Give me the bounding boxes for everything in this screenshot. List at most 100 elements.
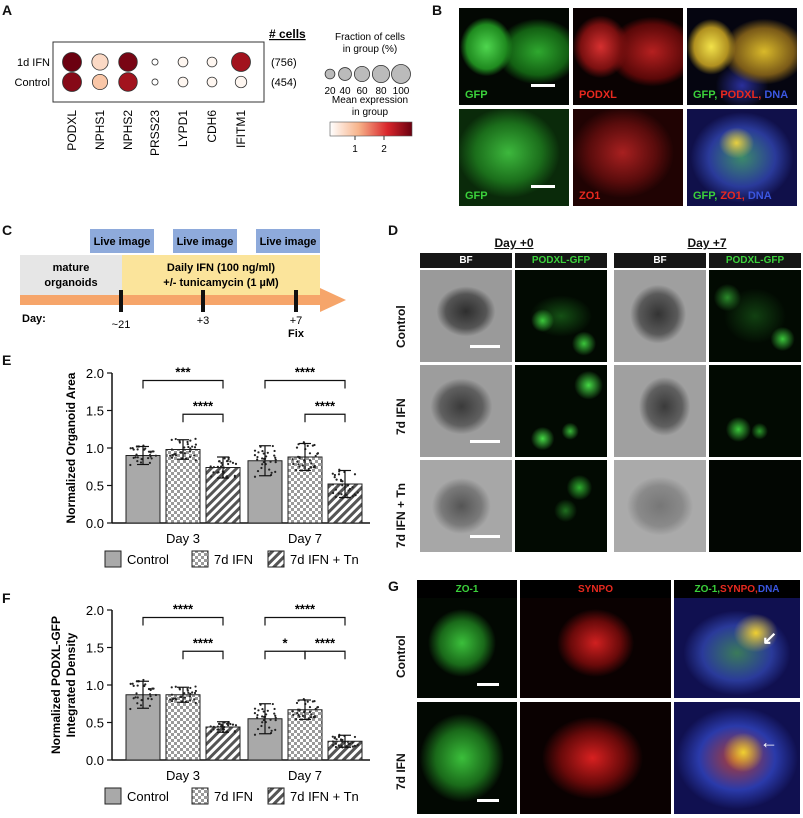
dot — [206, 56, 218, 68]
scale-bar — [531, 84, 555, 87]
mature-label-2: organoids — [44, 277, 97, 289]
dot — [91, 53, 109, 71]
significance-label: * — [282, 635, 288, 650]
data-point — [194, 443, 197, 446]
scale-bar — [531, 185, 555, 188]
significance-label: **** — [173, 602, 194, 617]
data-point — [274, 716, 277, 719]
data-point — [273, 707, 276, 711]
data-point — [306, 444, 309, 447]
mature-organoids-box — [20, 255, 122, 295]
data-point — [313, 715, 316, 718]
significance-label: **** — [193, 635, 214, 650]
data-point — [131, 447, 134, 450]
data-point — [298, 465, 301, 468]
y-tick-label: 2.0 — [86, 603, 104, 618]
data-point — [144, 447, 147, 450]
g-header-synpo: SYNPO — [520, 580, 671, 598]
data-point — [136, 684, 139, 687]
data-point — [180, 695, 183, 699]
merge1-podxl: PODXL, — [720, 89, 765, 101]
scale-bar — [470, 345, 500, 348]
dot — [206, 76, 218, 88]
data-point — [129, 463, 132, 467]
data-point — [223, 466, 226, 469]
data-point — [306, 700, 309, 703]
significance-bracket — [264, 616, 346, 626]
data-point — [274, 458, 277, 461]
dot — [151, 78, 159, 86]
data-point — [217, 470, 220, 474]
gene-label: IFITM1 — [234, 110, 248, 148]
row-label-1d-ifn: 1d IFN — [17, 57, 50, 69]
legend-label: 7d IFN + Tn — [290, 789, 359, 804]
data-point — [233, 474, 236, 477]
legend-swatch — [267, 787, 285, 805]
data-point — [335, 738, 338, 741]
data-point — [340, 493, 343, 496]
data-point — [134, 456, 137, 459]
significance-bracket — [264, 379, 346, 389]
significance-bracket — [182, 413, 224, 423]
color-legend-title-2: in group — [352, 107, 389, 118]
data-point — [193, 446, 197, 449]
timeline-bar — [20, 295, 320, 305]
data-point — [189, 686, 192, 690]
panelB-gfp-2: GFP — [459, 109, 569, 206]
data-point — [335, 478, 338, 481]
category-label: Day 3 — [166, 768, 200, 783]
label-merge-1: GFP, PODXL, DNA — [693, 89, 788, 101]
size-legend-title-1: Fraction of cells — [335, 32, 405, 43]
y-tick-label: 1.5 — [86, 404, 104, 419]
data-point — [309, 466, 313, 469]
dotplot-frame — [52, 41, 265, 103]
size-legend-label: 60 — [356, 86, 368, 97]
data-point — [170, 456, 174, 459]
panel-c-timeline: Live image Live image Live image mature … — [0, 218, 385, 353]
data-point — [209, 465, 212, 468]
data-point — [140, 699, 143, 702]
data-point — [301, 464, 304, 467]
data-point — [340, 744, 343, 747]
data-point — [183, 692, 186, 695]
timeline-tick-2 — [201, 290, 205, 312]
data-point — [273, 454, 276, 457]
day0-header: Day +0 — [494, 236, 534, 250]
data-point — [253, 712, 257, 715]
significance-bracket — [182, 650, 224, 660]
data-point — [268, 726, 271, 729]
panel-label-d: D — [388, 222, 399, 238]
data-point — [294, 468, 298, 472]
data-point — [217, 722, 221, 726]
row-label-7d-ifn-tn-d: 7d IFN + Tn — [394, 482, 408, 548]
panel-label-b: B — [432, 2, 443, 18]
data-point — [346, 740, 350, 743]
data-point — [194, 689, 197, 693]
panelB-podxl: PODXL — [573, 8, 683, 105]
data-point — [151, 450, 154, 453]
data-point — [337, 492, 340, 495]
data-point — [231, 461, 235, 464]
data-point — [356, 743, 359, 747]
data-point — [333, 476, 336, 479]
panel-label-c: C — [2, 222, 13, 238]
data-point — [271, 444, 274, 448]
dotplot-svg: 1d IFN Control # cells (756) (454) PODXL… — [15, 27, 413, 156]
data-point — [148, 461, 152, 464]
significance-bracket — [264, 650, 306, 660]
data-point — [188, 695, 192, 698]
data-point — [189, 439, 192, 442]
g-header-zo1: ZO-1 — [417, 580, 517, 598]
data-point — [154, 693, 158, 697]
legend-swatch — [267, 550, 285, 568]
y-axis-label-2: Integrated Density — [64, 632, 78, 737]
bf-control-day0 — [420, 270, 512, 362]
data-point — [271, 702, 274, 706]
data-point — [333, 737, 336, 740]
data-point — [296, 460, 299, 463]
label-gfp: GFP — [465, 89, 488, 101]
timeline-arrowhead — [320, 288, 346, 312]
data-point — [216, 465, 219, 468]
data-point — [311, 444, 314, 447]
label-merge-2: GFP, ZO1, DNA — [693, 190, 772, 202]
